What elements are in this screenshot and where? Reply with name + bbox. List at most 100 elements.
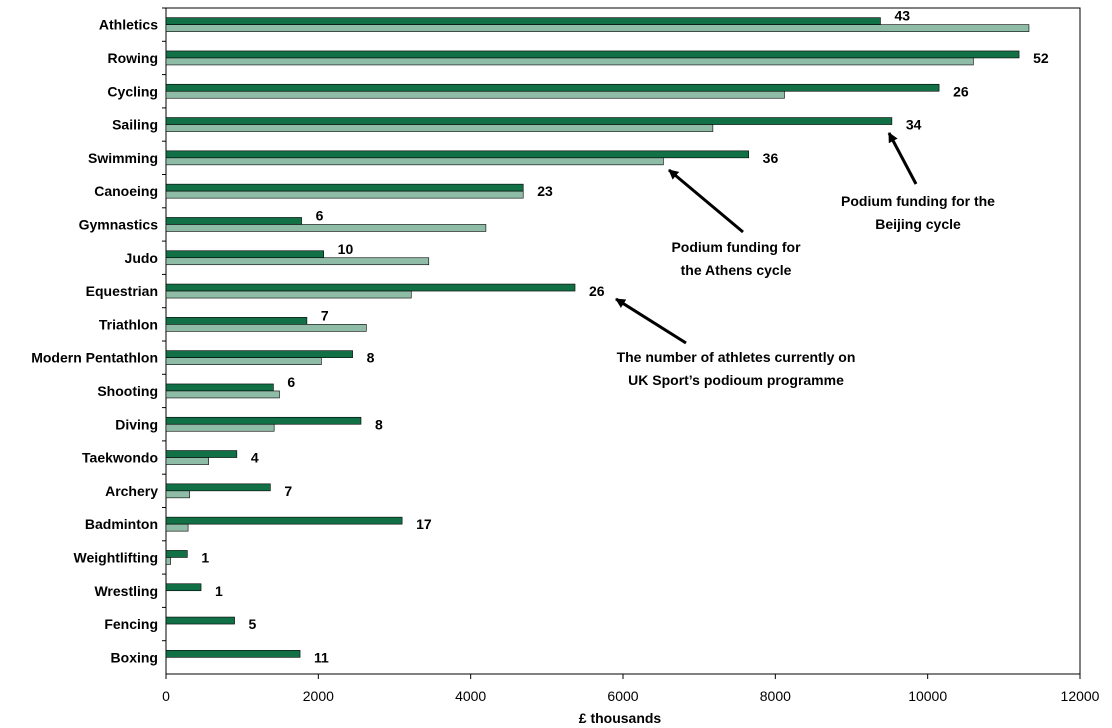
category-label-triathlon: Triathlon <box>99 316 158 332</box>
bar-series1-triathlon <box>165 317 308 325</box>
bar-series2-judo <box>165 257 430 266</box>
data-label-archery: 7 <box>284 483 292 499</box>
annotation-beijing: Podium funding for the Beijing cycle <box>841 132 995 232</box>
data-label-badminton: 17 <box>416 516 432 532</box>
data-label-equestrian: 26 <box>589 283 605 299</box>
bar-series1-weightlifting <box>165 550 188 558</box>
bar-series1-cycling <box>165 83 940 92</box>
x-tick-label-4000: 4000 <box>455 688 486 704</box>
category-label-gymnastics: Gymnastics <box>79 216 159 232</box>
bar-series1-gymnastics <box>165 217 302 225</box>
annotation-athens-line2: the Athens cycle <box>681 262 792 278</box>
category-label-shooting: Shooting <box>97 383 158 399</box>
data-label-gymnastics: 6 <box>316 207 324 223</box>
bar-series2-sailing <box>165 124 714 132</box>
bar-series2-canoeing <box>165 190 524 199</box>
bar-series1-equestrian <box>165 283 576 292</box>
data-label-wrestling: 1 <box>215 583 223 599</box>
arrow-beijing <box>887 132 918 185</box>
bar-series2-triathlon <box>165 324 367 332</box>
bar-series2-modern-pentathlon <box>165 357 322 365</box>
bar-series1-modern-pentathlon <box>165 350 353 358</box>
category-label-fencing: Fencing <box>104 616 158 632</box>
category-label-equestrian: Equestrian <box>86 283 158 299</box>
bar-series2-cycling <box>165 90 785 99</box>
bar-series2-athletics <box>165 24 1030 32</box>
bar-series2-archery <box>165 490 190 499</box>
annotation-athletes: The number of athletes currently on UK S… <box>615 297 856 388</box>
bar-series1-athletics <box>165 17 881 25</box>
data-label-cycling: 26 <box>953 83 969 99</box>
data-label-taekwondo: 4 <box>251 450 259 466</box>
category-label-wrestling: Wrestling <box>94 583 158 599</box>
data-label-diving: 8 <box>375 416 383 432</box>
category-label-boxing: Boxing <box>111 649 158 665</box>
category-label-taekwondo: Taekwondo <box>82 450 158 466</box>
x-tick-label-6000: 6000 <box>607 688 638 704</box>
bar-series2-swimming <box>165 157 664 166</box>
category-label-cycling: Cycling <box>107 83 158 99</box>
x-tick-label-10000: 10000 <box>908 688 947 704</box>
data-label-swimming: 36 <box>763 150 779 166</box>
data-label-boxing: 11 <box>314 649 329 665</box>
bar-series1-sailing <box>165 117 893 125</box>
bar-series1-canoeing <box>165 183 524 192</box>
category-label-athletics: Athletics <box>99 17 158 33</box>
arrow-athens <box>668 168 744 234</box>
bar-series2-gymnastics <box>165 224 487 232</box>
annotation-athens-line1: Podium funding for <box>671 239 801 255</box>
bar-series1-boxing <box>165 650 301 658</box>
category-label-judo: Judo <box>125 250 158 266</box>
data-label-athletics: 43 <box>894 8 910 24</box>
arrow-athletes <box>615 297 687 345</box>
category-label-modern-pentathlon: Modern Pentathlon <box>31 350 158 366</box>
category-label-badminton: Badminton <box>85 516 158 532</box>
category-label-canoeing: Canoeing <box>94 183 158 199</box>
x-tick-label-0: 0 <box>162 688 170 704</box>
data-label-sailing: 34 <box>906 117 922 133</box>
data-label-modern-pentathlon: 8 <box>367 350 375 366</box>
bar-series1-wrestling <box>165 583 202 592</box>
bar-series1-judo <box>165 250 324 259</box>
bar-series1-shooting <box>165 383 274 392</box>
bar-series2-rowing <box>165 57 974 66</box>
data-label-shooting: 6 <box>287 374 295 390</box>
category-labels: Athletics Rowing Cycling Sailing Swimming Can… <box>31 7 166 665</box>
data-label-weightlifting: 1 <box>201 549 209 565</box>
data-label-rowing: 52 <box>1033 50 1049 66</box>
bar-series2-weightlifting <box>165 557 171 565</box>
data-label-fencing: 5 <box>249 616 257 632</box>
x-axis-label: £ thousands <box>579 710 662 726</box>
bar-series2-diving <box>165 423 275 432</box>
data-label-judo: 10 <box>338 241 354 257</box>
data-label-triathlon: 7 <box>321 307 329 323</box>
category-label-rowing: Rowing <box>107 50 158 66</box>
bar-series1-fencing <box>165 616 235 625</box>
x-axis-ticks: 0 2000 4000 6000 8000 10000 12000 <box>162 674 1100 704</box>
annotation-athens: Podium funding for the Athens cycle <box>668 168 801 278</box>
bar-series1-badminton <box>165 516 403 525</box>
category-label-swimming: Swimming <box>88 150 158 166</box>
annotation-beijing-line2: Beijing cycle <box>875 216 961 232</box>
annotation-athletes-line2: UK Sport’s podioum programme <box>628 372 844 388</box>
x-tick-label-2000: 2000 <box>303 688 334 704</box>
annotation-athletes-line1: The number of athletes currently on <box>617 349 856 365</box>
category-label-diving: Diving <box>115 416 158 432</box>
bar-series2-taekwondo <box>165 457 209 465</box>
plot-area <box>165 7 1081 675</box>
data-label-canoeing: 23 <box>537 183 553 199</box>
bar-series1-archery <box>165 483 271 492</box>
bar-series1-rowing <box>165 50 1020 59</box>
bar-series1-taekwondo <box>165 450 238 458</box>
annotation-beijing-line1: Podium funding for the <box>841 193 995 209</box>
category-label-weightlifting: Weightlifting <box>74 549 159 565</box>
bar-series1-diving <box>165 416 362 425</box>
bar-series2-shooting <box>165 390 280 399</box>
x-tick-label-8000: 8000 <box>760 688 791 704</box>
bars-layer <box>165 17 1030 658</box>
bar-series2-badminton <box>165 523 189 532</box>
x-tick-label-12000: 12000 <box>1061 688 1100 704</box>
category-label-sailing: Sailing <box>112 117 158 133</box>
